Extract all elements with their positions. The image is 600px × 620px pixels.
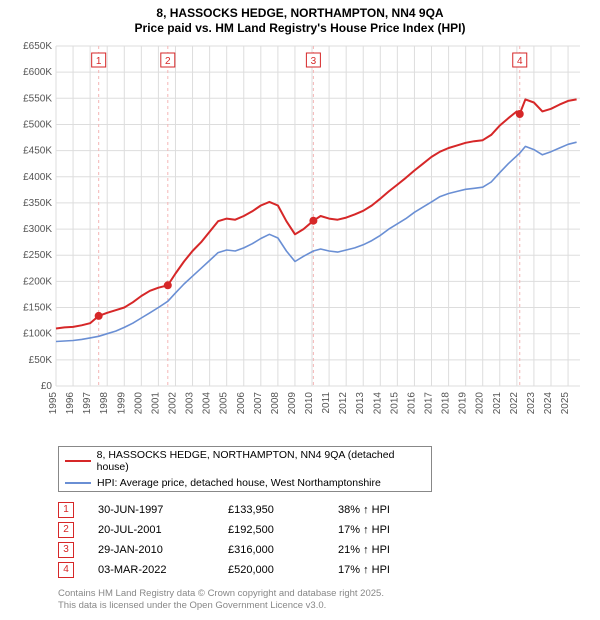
svg-text:£650K: £650K — [23, 41, 52, 52]
sale-price-4: £520,000 — [228, 564, 338, 576]
sale-hpi-1: 38% ↑ HPI — [338, 504, 448, 516]
svg-text:2: 2 — [165, 56, 171, 67]
svg-text:£400K: £400K — [23, 172, 52, 183]
svg-text:2002: 2002 — [167, 392, 178, 415]
svg-text:£0: £0 — [41, 381, 53, 392]
sales-table: 1 30-JUN-1997 £133,950 38% ↑ HPI 2 20-JU… — [58, 500, 590, 580]
sale-date-2: 20-JUL-2001 — [98, 524, 228, 536]
svg-text:2015: 2015 — [389, 392, 400, 415]
svg-text:1997: 1997 — [82, 392, 93, 415]
svg-text:£450K: £450K — [23, 146, 52, 157]
svg-text:2022: 2022 — [509, 392, 520, 415]
sale-hpi-4: 17% ↑ HPI — [338, 564, 448, 576]
page: 8, HASSOCKS HEDGE, NORTHAMPTON, NN4 9QA … — [0, 0, 600, 620]
svg-text:£150K: £150K — [23, 303, 52, 314]
legend-label-2: HPI: Average price, detached house, West… — [97, 477, 381, 489]
svg-text:2024: 2024 — [543, 392, 554, 415]
svg-text:2025: 2025 — [560, 392, 571, 415]
sale-date-1: 30-JUN-1997 — [98, 504, 228, 516]
legend-swatch-2 — [65, 482, 91, 484]
svg-text:2006: 2006 — [236, 392, 247, 415]
svg-text:£250K: £250K — [23, 250, 52, 261]
svg-text:4: 4 — [517, 56, 523, 67]
svg-text:1995: 1995 — [48, 392, 59, 415]
chart-svg: £0 £50K £100K £150K £200K £250K £300K £350K £400… — [10, 40, 590, 440]
svg-text:2017: 2017 — [424, 392, 435, 415]
sales-row-2: 2 20-JUL-2001 £192,500 17% ↑ HPI — [58, 520, 590, 540]
svg-text:2012: 2012 — [338, 392, 349, 415]
sale-price-2: £192,500 — [228, 524, 338, 536]
svg-text:2010: 2010 — [304, 392, 315, 415]
svg-text:2003: 2003 — [185, 392, 196, 415]
svg-text:£200K: £200K — [23, 276, 52, 287]
sale-hpi-3: 21% ↑ HPI — [338, 544, 448, 556]
sales-row-1: 1 30-JUN-1997 £133,950 38% ↑ HPI — [58, 500, 590, 520]
svg-text:2008: 2008 — [270, 392, 281, 415]
svg-text:2014: 2014 — [372, 392, 383, 415]
svg-text:2013: 2013 — [355, 392, 366, 415]
sale-price-1: £133,950 — [228, 504, 338, 516]
svg-text:2007: 2007 — [253, 392, 264, 415]
sale-marker-2: 2 — [58, 522, 74, 538]
svg-text:1998: 1998 — [99, 392, 110, 415]
title-line-2: Price paid vs. HM Land Registry's House … — [10, 21, 590, 36]
svg-text:2021: 2021 — [492, 392, 503, 415]
svg-text:2018: 2018 — [441, 392, 452, 415]
svg-text:£100K: £100K — [23, 329, 52, 340]
svg-text:2000: 2000 — [133, 392, 144, 415]
sale-date-4: 03-MAR-2022 — [98, 564, 228, 576]
svg-text:£500K: £500K — [23, 119, 52, 130]
footer-note: Contains HM Land Registry data © Crown c… — [58, 588, 590, 613]
footer-line-2: This data is licensed under the Open Gov… — [58, 600, 326, 611]
legend-swatch-1 — [65, 460, 91, 462]
chart-title: 8, HASSOCKS HEDGE, NORTHAMPTON, NN4 9QA … — [10, 6, 590, 36]
sales-row-3: 3 29-JAN-2010 £316,000 21% ↑ HPI — [58, 540, 590, 560]
svg-text:£600K: £600K — [23, 67, 52, 78]
sales-row-4: 4 03-MAR-2022 £520,000 17% ↑ HPI — [58, 560, 590, 580]
svg-text:2005: 2005 — [219, 392, 230, 415]
svg-text:2009: 2009 — [287, 392, 298, 415]
legend-row-2: HPI: Average price, detached house, West… — [59, 475, 431, 491]
svg-text:2023: 2023 — [526, 392, 537, 415]
svg-text:1: 1 — [96, 56, 102, 67]
legend: 8, HASSOCKS HEDGE, NORTHAMPTON, NN4 9QA … — [58, 446, 432, 492]
svg-text:£550K: £550K — [23, 93, 52, 104]
svg-text:£50K: £50K — [29, 355, 53, 366]
chart-area: £0 £50K £100K £150K £200K £250K £300K £350K £400… — [10, 40, 590, 440]
footer-line-1: Contains HM Land Registry data © Crown c… — [58, 588, 384, 599]
svg-text:2019: 2019 — [458, 392, 469, 415]
svg-text:2004: 2004 — [202, 392, 213, 415]
title-line-1: 8, HASSOCKS HEDGE, NORTHAMPTON, NN4 9QA — [10, 6, 590, 21]
svg-text:2001: 2001 — [150, 392, 161, 415]
svg-text:1999: 1999 — [116, 392, 127, 415]
svg-text:2011: 2011 — [321, 392, 332, 414]
sale-price-3: £316,000 — [228, 544, 338, 556]
svg-text:1996: 1996 — [65, 392, 76, 415]
svg-text:£300K: £300K — [23, 224, 52, 235]
svg-text:2016: 2016 — [406, 392, 417, 415]
sale-marker-4: 4 — [58, 562, 74, 578]
legend-label-1: 8, HASSOCKS HEDGE, NORTHAMPTON, NN4 9QA … — [97, 449, 425, 473]
svg-text:2020: 2020 — [475, 392, 486, 415]
svg-text:3: 3 — [311, 56, 317, 67]
svg-text:£350K: £350K — [23, 198, 52, 209]
sale-marker-1: 1 — [58, 502, 74, 518]
sale-marker-3: 3 — [58, 542, 74, 558]
sale-hpi-2: 17% ↑ HPI — [338, 524, 448, 536]
sale-date-3: 29-JAN-2010 — [98, 544, 228, 556]
legend-row-1: 8, HASSOCKS HEDGE, NORTHAMPTON, NN4 9QA … — [59, 447, 431, 475]
